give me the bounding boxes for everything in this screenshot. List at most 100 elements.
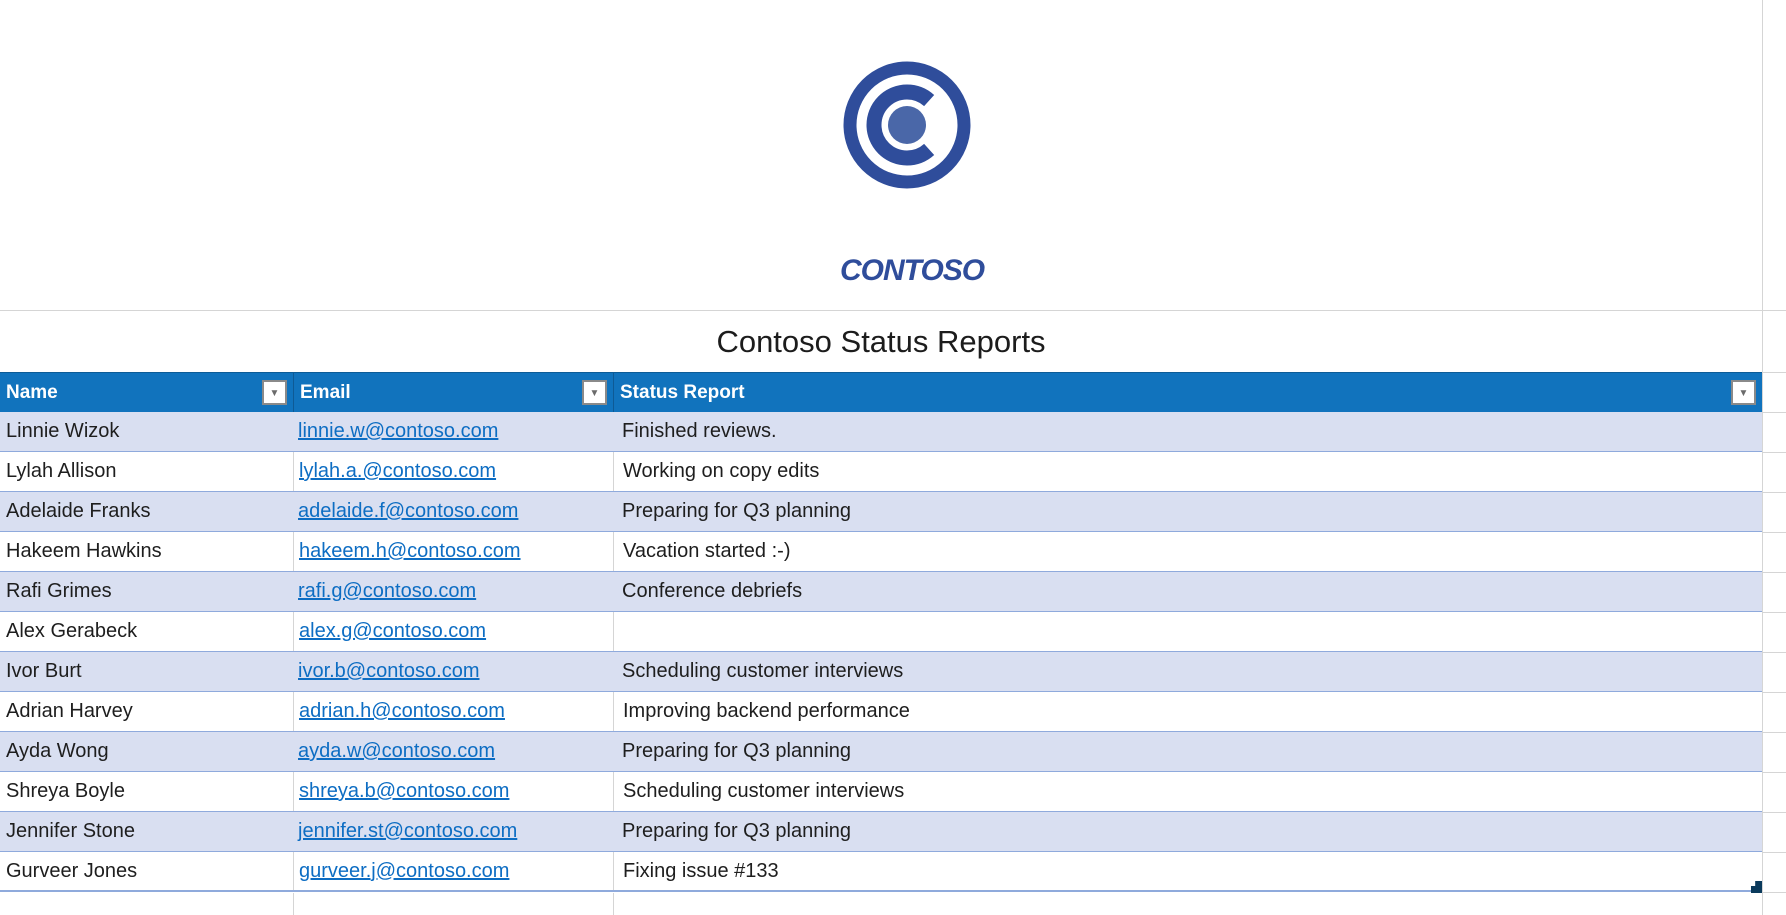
status-reports-table: Name ▼ Email ▼ Status Report ▼ Linnie Wi… bbox=[0, 372, 1762, 892]
email-link[interactable]: jennifer.st@contoso.com bbox=[298, 820, 518, 842]
header-label-email: Email bbox=[300, 381, 351, 403]
name-cell[interactable]: Lylah Allison bbox=[6, 460, 117, 482]
name-cell[interactable]: Jennifer Stone bbox=[6, 820, 135, 842]
contoso-logo-text: CONTOSO bbox=[840, 254, 985, 287]
status-cell[interactable]: Improving backend performance bbox=[613, 692, 1762, 731]
email-cell[interactable]: lylah.a.@contoso.com bbox=[293, 452, 613, 491]
email-cell[interactable]: alex.g@contoso.com bbox=[293, 612, 613, 651]
status-cell[interactable]: Preparing for Q3 planning bbox=[622, 820, 852, 842]
table-header-row: Name ▼ Email ▼ Status Report ▼ bbox=[0, 372, 1762, 412]
contoso-logo[interactable]: CONTOSO bbox=[840, 58, 985, 287]
name-cell[interactable]: Linnie Wizok bbox=[6, 420, 120, 442]
email-link[interactable]: ayda.w@contoso.com bbox=[298, 740, 496, 762]
name-cell[interactable]: Rafi Grimes bbox=[6, 580, 112, 602]
name-cell[interactable]: Gurveer Jones bbox=[6, 859, 138, 882]
name-filter-button[interactable]: ▼ bbox=[262, 380, 287, 405]
gridline-vertical bbox=[293, 893, 294, 915]
table-row: Gurveer Jones gurveer.j@contoso.com Fixing… bbox=[0, 852, 1762, 892]
email-cell[interactable]: ivor.b@contoso.com bbox=[293, 652, 613, 691]
status-cell[interactable]: Conference debriefs bbox=[622, 580, 803, 602]
status-cell[interactable]: Fixing issue #133 bbox=[613, 852, 1762, 890]
table-resize-handle[interactable] bbox=[1751, 881, 1762, 893]
filter-dropdown-icon: ▼ bbox=[589, 387, 600, 399]
status-cell[interactable]: Working on copy edits bbox=[613, 452, 1762, 491]
status-cell[interactable]: Scheduling customer interviews bbox=[613, 772, 1762, 811]
email-link[interactable]: shreya.b@contoso.com bbox=[299, 780, 510, 802]
gridline-horizontal bbox=[1762, 572, 1786, 573]
email-link[interactable]: gurveer.j@contoso.com bbox=[299, 859, 510, 882]
gridline-horizontal bbox=[1762, 612, 1786, 613]
status-cell[interactable]: Preparing for Q3 planning bbox=[622, 740, 852, 762]
gridline-horizontal bbox=[0, 310, 1786, 311]
table-row: Rafi Grimes rafi.g@contoso.com Conference … bbox=[0, 572, 1762, 612]
email-cell[interactable]: shreya.b@contoso.com bbox=[293, 772, 613, 811]
table-row: Lylah Allison lylah.a.@contoso.com Working… bbox=[0, 452, 1762, 492]
gridline-vertical bbox=[613, 893, 614, 915]
gridline-horizontal bbox=[1762, 652, 1786, 653]
table-row: Adrian Harvey adrian.h@contoso.com Improvi… bbox=[0, 692, 1762, 732]
email-link[interactable]: linnie.w@contoso.com bbox=[298, 420, 499, 442]
filter-dropdown-icon: ▼ bbox=[1738, 387, 1749, 399]
status-cell[interactable]: Scheduling customer interviews bbox=[622, 660, 904, 682]
email-filter-button[interactable]: ▼ bbox=[582, 380, 607, 405]
email-link[interactable]: hakeem.h@contoso.com bbox=[299, 540, 521, 562]
header-cell-email[interactable]: Email ▼ bbox=[293, 373, 613, 412]
header-cell-status-report[interactable]: Status Report ▼ bbox=[613, 373, 1762, 412]
email-cell[interactable]: adelaide.f@contoso.com bbox=[293, 492, 613, 531]
table-row: Alex Gerabeck alex.g@contoso.com bbox=[0, 612, 1762, 652]
gridline-horizontal bbox=[1762, 412, 1786, 413]
status-cell[interactable]: Preparing for Q3 planning bbox=[622, 500, 852, 522]
gridline-horizontal bbox=[1762, 532, 1786, 533]
gridline-horizontal bbox=[1762, 732, 1786, 733]
table-row: Shreya Boyle shreya.b@contoso.com Scheduli… bbox=[0, 772, 1762, 812]
table-row: Ivor Burt ivor.b@contoso.com Scheduling cu… bbox=[0, 652, 1762, 692]
email-cell[interactable]: gurveer.j@contoso.com bbox=[293, 852, 613, 890]
email-link[interactable]: alex.g@contoso.com bbox=[299, 620, 487, 642]
email-link[interactable]: ivor.b@contoso.com bbox=[298, 660, 480, 682]
gridline-horizontal bbox=[1762, 452, 1786, 453]
email-cell[interactable]: linnie.w@contoso.com bbox=[293, 412, 613, 451]
empty-row[interactable] bbox=[0, 893, 1762, 915]
table-body: Linnie Wizok linnie.w@contoso.com Finished… bbox=[0, 412, 1762, 892]
page-title[interactable]: Contoso Status Reports bbox=[716, 324, 1046, 359]
table-row: Adelaide Franks adelaide.f@contoso.com Pre… bbox=[0, 492, 1762, 532]
email-link[interactable]: adelaide.f@contoso.com bbox=[298, 500, 519, 522]
email-link[interactable]: lylah.a.@contoso.com bbox=[299, 460, 497, 482]
gridline-horizontal bbox=[1762, 772, 1786, 773]
table-row: Ayda Wong ayda.w@contoso.com Preparing for… bbox=[0, 732, 1762, 772]
header-label-status-report: Status Report bbox=[620, 381, 745, 403]
email-cell[interactable]: hakeem.h@contoso.com bbox=[293, 532, 613, 571]
name-cell[interactable]: Adrian Harvey bbox=[6, 700, 133, 722]
filter-dropdown-icon: ▼ bbox=[269, 387, 280, 399]
name-cell[interactable]: Shreya Boyle bbox=[6, 780, 125, 802]
contoso-logo-icon bbox=[843, 61, 971, 189]
header-cell-name[interactable]: Name ▼ bbox=[0, 373, 293, 412]
name-cell[interactable]: Ayda Wong bbox=[6, 740, 109, 762]
gridline-horizontal bbox=[1762, 892, 1786, 893]
table-row: Hakeem Hawkins hakeem.h@contoso.com Vacati… bbox=[0, 532, 1762, 572]
status-cell[interactable]: Finished reviews. bbox=[622, 420, 777, 442]
header-label-name: Name bbox=[6, 381, 58, 403]
name-cell[interactable]: Ivor Burt bbox=[6, 660, 82, 682]
email-cell[interactable]: adrian.h@contoso.com bbox=[293, 692, 613, 731]
status-report-filter-button[interactable]: ▼ bbox=[1731, 380, 1756, 405]
table-row: Jennifer Stone jennifer.st@contoso.com Pre… bbox=[0, 812, 1762, 852]
status-cell[interactable]: Vacation started :-) bbox=[613, 532, 1762, 571]
name-cell[interactable]: Hakeem Hawkins bbox=[6, 540, 162, 562]
gridline-horizontal bbox=[1762, 492, 1786, 493]
email-cell[interactable]: jennifer.st@contoso.com bbox=[293, 812, 613, 851]
gridline-horizontal bbox=[1762, 372, 1786, 373]
table-row: Linnie Wizok linnie.w@contoso.com Finished… bbox=[0, 412, 1762, 452]
email-link[interactable]: rafi.g@contoso.com bbox=[298, 580, 477, 602]
gridline-horizontal bbox=[1762, 852, 1786, 853]
email-cell[interactable]: rafi.g@contoso.com bbox=[293, 572, 613, 611]
gridline-vertical bbox=[1762, 0, 1763, 915]
gridline-horizontal bbox=[1762, 692, 1786, 693]
email-cell[interactable]: ayda.w@contoso.com bbox=[293, 732, 613, 771]
name-cell[interactable]: Alex Gerabeck bbox=[6, 620, 138, 642]
status-cell[interactable] bbox=[613, 612, 1762, 651]
email-link[interactable]: adrian.h@contoso.com bbox=[299, 700, 505, 722]
gridline-horizontal bbox=[1762, 812, 1786, 813]
name-cell[interactable]: Adelaide Franks bbox=[6, 500, 151, 522]
